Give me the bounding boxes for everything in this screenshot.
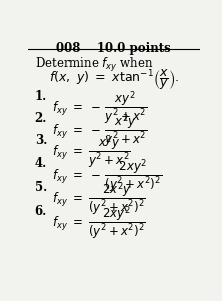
Text: 6.: 6.	[35, 205, 47, 218]
Text: $f_{xy}\ =\ \dfrac{2x^2 y}{(y^2+x^2)^2}$: $f_{xy}\ =\ \dfrac{2x^2 y}{(y^2+x^2)^2}$	[52, 181, 146, 219]
Text: 5.: 5.	[35, 181, 47, 194]
Text: 4.: 4.	[35, 157, 47, 170]
Text: 2.: 2.	[35, 112, 47, 125]
Text: $f_{xy}\ =\ -\,\dfrac{2xy^2}{(y^2+x^2)^2}$: $f_{xy}\ =\ -\,\dfrac{2xy^2}{(y^2+x^2)^2…	[52, 157, 162, 194]
Text: 1.: 1.	[35, 90, 47, 103]
Text: $f_{xy}\ =\ -\,\dfrac{xy^2}{y^2+x^2}$: $f_{xy}\ =\ -\,\dfrac{xy^2}{y^2+x^2}$	[52, 90, 147, 127]
Text: $f(x,\ y)\ =\ x\tan^{-1}\!\left(\dfrac{x}{y}\right).$: $f(x,\ y)\ =\ x\tan^{-1}\!\left(\dfrac{x…	[49, 67, 179, 92]
Text: Determine $f_{xy}$ when: Determine $f_{xy}$ when	[35, 56, 153, 74]
Text: 3.: 3.	[35, 134, 47, 147]
Text: $f_{xy}\ =\ \dfrac{x^2 y}{y^2+x^2}$: $f_{xy}\ =\ \dfrac{x^2 y}{y^2+x^2}$	[52, 134, 131, 171]
Text: 008    10.0 points: 008 10.0 points	[56, 42, 171, 55]
Text: $f_{xy}\ =\ -\,\dfrac{x^2 y}{y^2+x^2}$: $f_{xy}\ =\ -\,\dfrac{x^2 y}{y^2+x^2}$	[52, 112, 147, 150]
Text: $f_{xy}\ =\ \dfrac{2xy^2}{(y^2+x^2)^2}$: $f_{xy}\ =\ \dfrac{2xy^2}{(y^2+x^2)^2}$	[52, 205, 146, 242]
